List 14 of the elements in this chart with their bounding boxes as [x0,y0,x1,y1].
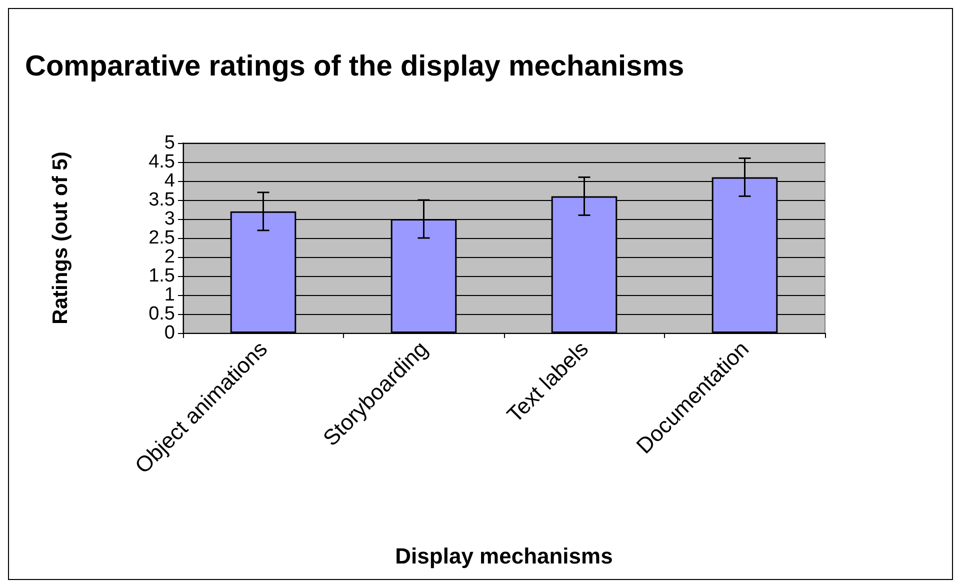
y-tick-label: 4 [164,170,176,192]
y-tick-label: 0 [164,322,175,344]
y-tick-label: 3 [164,208,175,230]
y-tick-label: 4.5 [148,152,175,172]
y-tick-label: 5 [164,132,175,154]
y-tick-label: 3.5 [148,190,175,210]
y-tick-label: 2 [164,246,175,268]
y-axis-title: Ratings (out of 5) [49,152,72,324]
y-tick-label: 2.5 [148,228,175,248]
y-tick-label: 0.5 [148,304,175,324]
x-axis-title: Display mechanisms [395,544,613,568]
y-tick-label: 1 [164,284,175,306]
y-tick-label: 1.5 [148,266,175,286]
chart-title: Comparative ratings of the display mechanisms [25,50,684,82]
